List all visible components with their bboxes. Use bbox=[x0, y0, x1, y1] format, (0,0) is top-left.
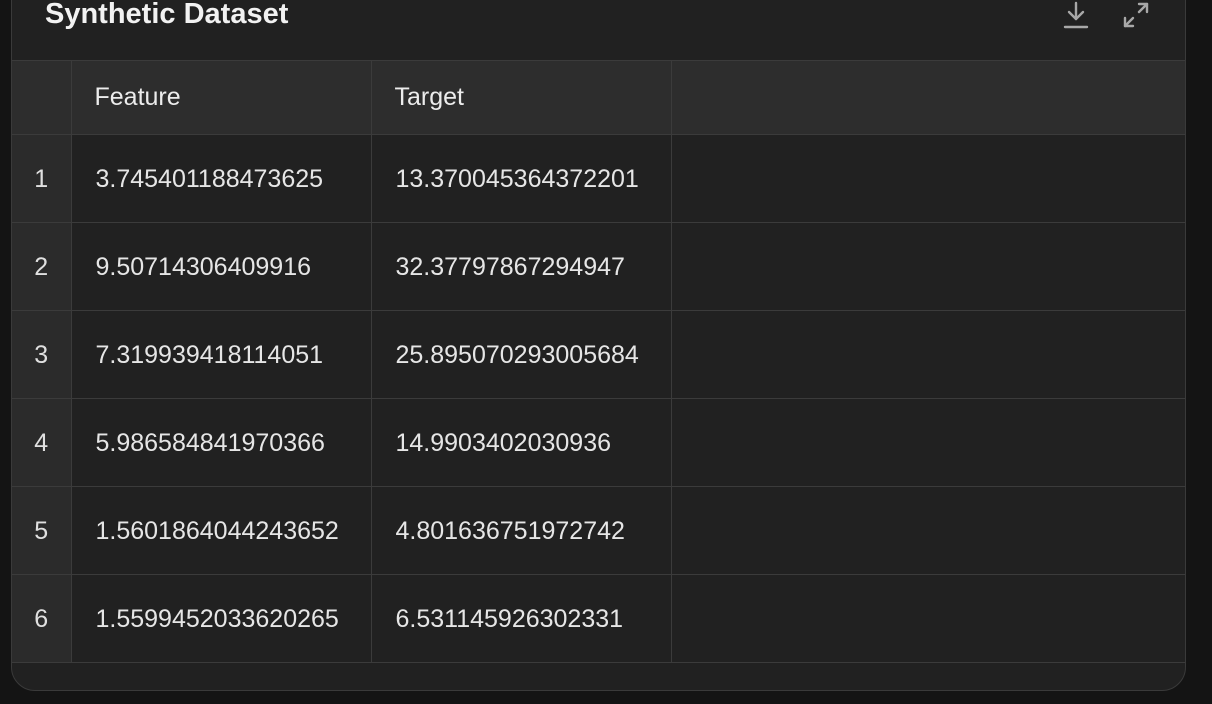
filler-cell bbox=[671, 134, 1185, 223]
feature-value: 3.745401188473625 bbox=[95, 164, 324, 193]
target-cell[interactable]: 25.895070293005684 bbox=[371, 310, 672, 399]
target-value: 6.531145926302331 bbox=[395, 604, 624, 633]
table-row[interactable]: 3 7.319939418114051 25.895070293005684 bbox=[12, 310, 1185, 399]
target-value: 25.895070293005684 bbox=[395, 340, 639, 369]
target-value: 32.37797867294947 bbox=[395, 252, 625, 281]
feature-cell[interactable]: 3.745401188473625 bbox=[71, 134, 372, 223]
feature-value: 9.50714306409916 bbox=[95, 252, 312, 281]
target-value: 4.801636751972742 bbox=[395, 516, 625, 545]
row-index-cell: 1 bbox=[12, 134, 72, 223]
table-row[interactable]: 5 1.5601864044243652 4.801636751972742 bbox=[12, 486, 1185, 575]
row-index-cell: 4 bbox=[12, 398, 72, 487]
feature-column-header[interactable]: Feature bbox=[71, 60, 372, 135]
feature-value: 1.5601864044243652 bbox=[95, 516, 339, 545]
filler-column-header bbox=[671, 60, 1185, 135]
feature-value: 7.319939418114051 bbox=[95, 340, 324, 369]
feature-value: 5.986584841970366 bbox=[95, 428, 325, 457]
row-index-cell: 6 bbox=[12, 574, 72, 663]
filler-cell bbox=[671, 398, 1185, 487]
feature-cell[interactable]: 9.50714306409916 bbox=[71, 222, 372, 311]
panel-header: Synthetic Dataset bbox=[12, 0, 1185, 60]
row-index-cell: 5 bbox=[12, 486, 72, 575]
feature-cell[interactable]: 1.5599452033620265 bbox=[71, 574, 372, 663]
data-table-container[interactable]: Feature Target 1 3.745401188473625 13.3700… bbox=[12, 60, 1185, 663]
target-cell[interactable]: 14.9903402030936 bbox=[371, 398, 672, 487]
table-row[interactable]: 4 5.986584841970366 14.9903402030936 bbox=[12, 398, 1185, 487]
table-row[interactable]: 6 1.5599452033620265 6.531145926302331 bbox=[12, 574, 1185, 663]
download-icon bbox=[1063, 1, 1089, 29]
table-row[interactable]: 2 9.50714306409916 32.37797867294947 bbox=[12, 222, 1185, 311]
target-column-header[interactable]: Target bbox=[371, 60, 672, 135]
expand-icon bbox=[1123, 2, 1149, 28]
target-value: 14.9903402030936 bbox=[395, 428, 612, 457]
row-index-cell: 2 bbox=[12, 222, 72, 311]
feature-cell[interactable]: 1.5601864044243652 bbox=[71, 486, 372, 575]
filler-cell bbox=[671, 310, 1185, 399]
dataframe-panel: Synthetic Dataset bbox=[11, 0, 1186, 691]
feature-value: 1.5599452033620265 bbox=[95, 604, 339, 633]
target-cell[interactable]: 32.37797867294947 bbox=[371, 222, 672, 311]
data-table: Feature Target 1 3.745401188473625 13.3700… bbox=[12, 60, 1185, 663]
table-row[interactable]: 1 3.745401188473625 13.370045364372201 bbox=[12, 134, 1185, 223]
target-cell[interactable]: 6.531145926302331 bbox=[371, 574, 672, 663]
target-cell[interactable]: 13.370045364372201 bbox=[371, 134, 672, 223]
expand-button[interactable] bbox=[1118, 0, 1154, 33]
feature-cell[interactable]: 7.319939418114051 bbox=[71, 310, 372, 399]
target-cell[interactable]: 4.801636751972742 bbox=[371, 486, 672, 575]
panel-title: Synthetic Dataset bbox=[45, 0, 289, 30]
feature-cell[interactable]: 5.986584841970366 bbox=[71, 398, 372, 487]
row-index-cell: 3 bbox=[12, 310, 72, 399]
table-header-row: Feature Target bbox=[12, 60, 1185, 135]
filler-cell bbox=[671, 486, 1185, 575]
filler-cell bbox=[671, 222, 1185, 311]
filler-cell bbox=[671, 574, 1185, 663]
target-value: 13.370045364372201 bbox=[395, 164, 639, 193]
download-button[interactable] bbox=[1058, 0, 1094, 33]
index-column-header bbox=[12, 60, 72, 135]
